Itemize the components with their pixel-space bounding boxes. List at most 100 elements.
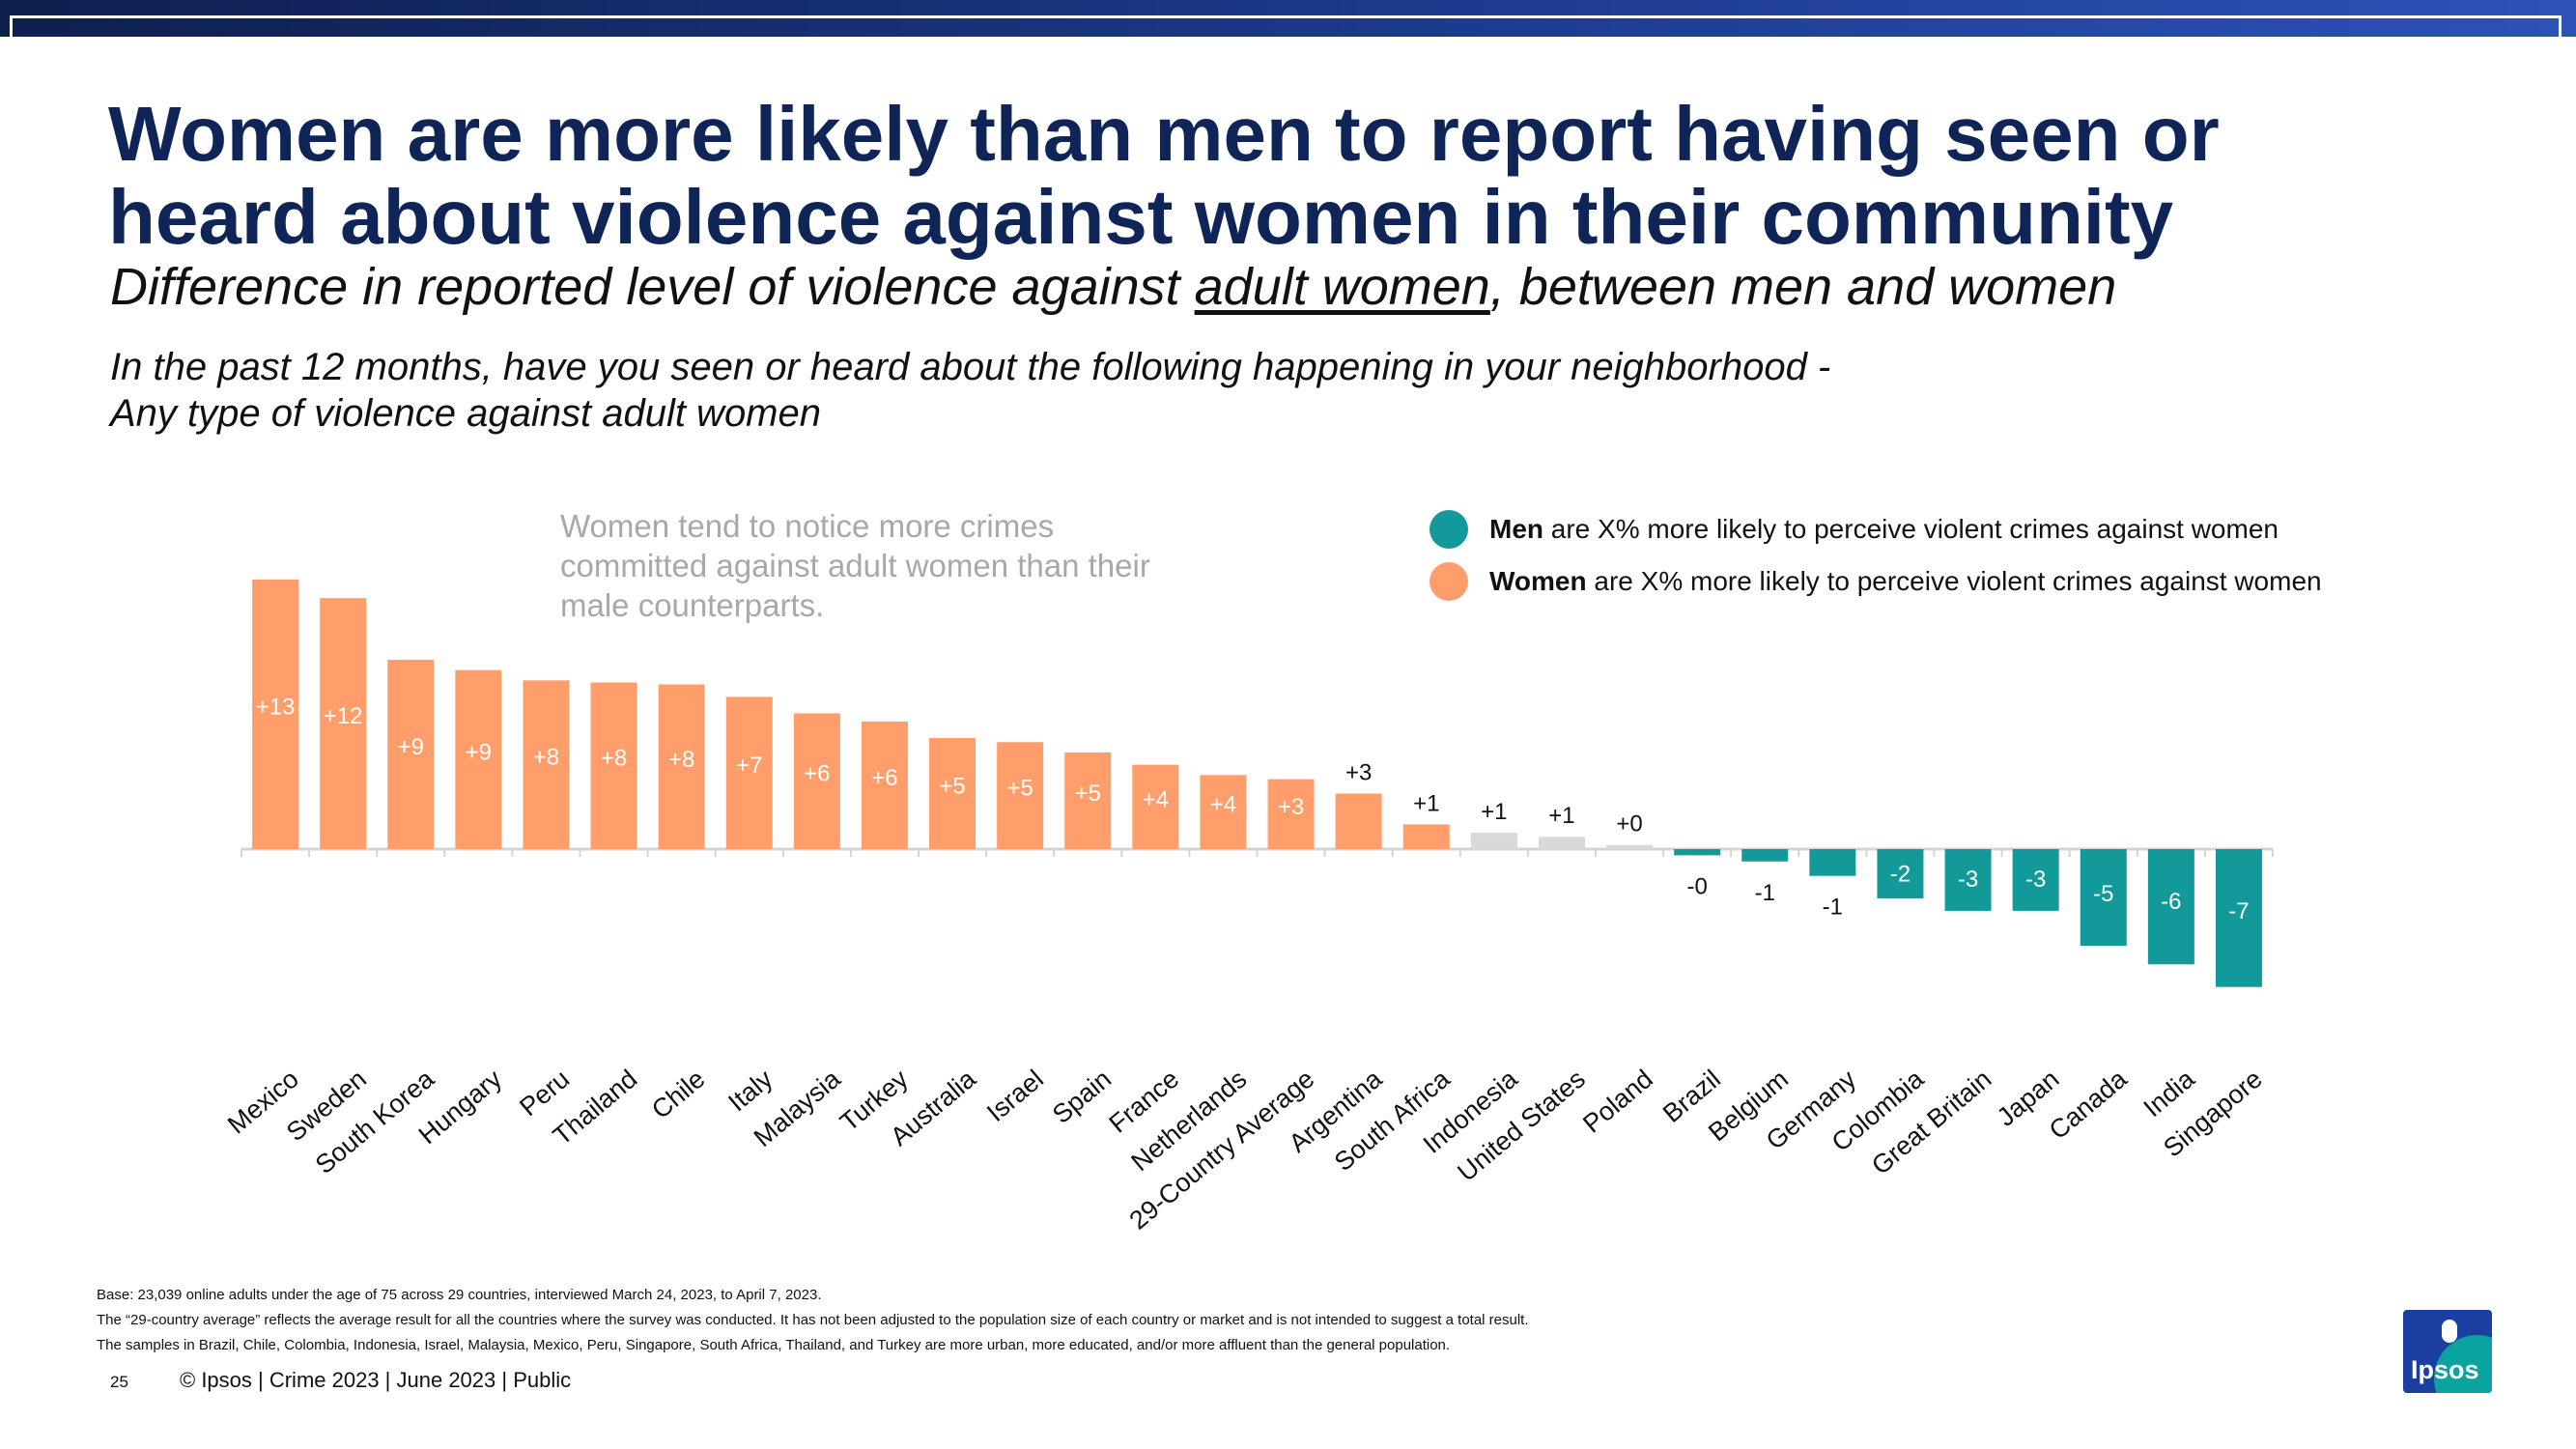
ipsos-logo: Ipsos <box>2403 1310 2492 1393</box>
top-banner-frame <box>10 15 2562 37</box>
data-label: -1 <box>1755 880 1775 906</box>
legend-dot-women <box>1430 562 1468 601</box>
legend-dot-men <box>1430 510 1468 549</box>
data-label: +4 <box>1143 786 1169 812</box>
bar-sweden <box>320 598 367 849</box>
title-line-1: Women are more likely than men to report… <box>108 91 2220 177</box>
slide-title: Women are more likely than men to report… <box>108 93 2426 259</box>
data-label: +9 <box>398 734 424 760</box>
category-label: Italy <box>722 1064 778 1117</box>
subtitle-underlined: adult women <box>1194 258 1490 316</box>
legend-text-men: Men are X% more likely to perceive viole… <box>1489 510 2279 549</box>
bar-south-korea <box>387 660 435 849</box>
data-label: -3 <box>1958 867 1978 893</box>
legend-text-women: Women are X% more likely to perceive vio… <box>1489 562 2322 601</box>
title-line-2: heard about violence against women in th… <box>108 174 2174 260</box>
bar-canada <box>2080 849 2127 947</box>
bar-thailand <box>590 682 637 849</box>
data-label: +1 <box>1413 790 1439 816</box>
data-label: +8 <box>533 745 559 771</box>
bar-colombia <box>1877 849 1924 899</box>
bar-netherlands <box>1200 775 1247 849</box>
page-number: 25 <box>110 1373 128 1391</box>
bar-australia <box>929 737 977 849</box>
bar-malaysia <box>793 713 840 849</box>
bar-japan <box>2012 849 2059 911</box>
footnote-average: The “29-country average” reflects the av… <box>97 1312 1529 1328</box>
bar-south-africa <box>1402 824 1450 849</box>
data-label: -5 <box>2093 881 2113 907</box>
legend-women-rest: are X% more likely to perceive violent c… <box>1586 566 2322 596</box>
data-label: +8 <box>668 747 694 773</box>
data-label: -3 <box>2025 867 2046 893</box>
data-label: -7 <box>2228 898 2249 924</box>
footer-text: © Ipsos | Crime 2023 | June 2023 | Publi… <box>180 1368 572 1392</box>
slide-subtitle: Difference in reported level of violence… <box>110 257 2116 317</box>
bar-indonesia <box>1470 832 1517 849</box>
bar-belgium <box>1741 849 1789 862</box>
subtitle-after: , between men and women <box>1489 258 2117 316</box>
top-banner <box>0 0 2576 37</box>
data-label: +4 <box>1210 792 1236 818</box>
bar-france <box>1132 764 1179 849</box>
data-label: +7 <box>736 753 762 779</box>
logo-mark <box>2442 1320 2457 1343</box>
bar-united-states <box>1538 837 1585 849</box>
bar-turkey <box>861 721 908 849</box>
category-label: Canada <box>2044 1064 2133 1145</box>
bar-mexico <box>252 579 299 849</box>
data-label: +3 <box>1278 794 1304 820</box>
data-label: +1 <box>1481 799 1507 825</box>
question-line-1: In the past 12 months, have you seen or … <box>110 346 1831 388</box>
note-line-3: male counterparts. <box>560 587 825 623</box>
bar-italy <box>725 696 773 849</box>
data-label: +5 <box>1006 776 1033 802</box>
slide-footer: 25 © Ipsos | Crime 2023 | June 2023 | Pub… <box>110 1368 571 1393</box>
data-label: +8 <box>601 746 627 772</box>
annotation-note: Women tend to notice more crimes committ… <box>560 506 1198 625</box>
category-label: Poland <box>1577 1065 1658 1139</box>
footnote-samples: The samples in Brazil, Chile, Colombia, … <box>97 1337 1451 1353</box>
data-label: -1 <box>1823 895 1843 921</box>
note-line-2: committed against adult women than their <box>560 548 1150 583</box>
footnotes: Base: 23,039 online adults under the age… <box>97 1283 1529 1358</box>
data-label: +6 <box>871 765 897 791</box>
bar-poland <box>1606 844 1654 849</box>
data-label: +3 <box>1345 759 1372 785</box>
bar-singapore <box>2215 849 2262 987</box>
data-label: +0 <box>1616 811 1642 838</box>
data-label: +1 <box>1548 803 1574 829</box>
footnote-base: Base: 23,039 online adults under the age… <box>97 1287 822 1303</box>
bar-brazil <box>1674 849 1721 856</box>
legend-women-bold: Women <box>1489 566 1587 596</box>
bar-argentina <box>1335 793 1382 849</box>
bar-peru <box>523 680 570 849</box>
subtitle-before: Difference in reported level of violence… <box>110 258 1195 316</box>
data-label: +6 <box>804 761 830 787</box>
logo-text: Ipsos <box>2411 1355 2479 1384</box>
data-label: -6 <box>2161 889 2181 915</box>
question-line-2: Any type of violence against adult women <box>110 392 821 435</box>
bar-hungary <box>455 669 502 849</box>
data-label: -0 <box>1686 873 1707 899</box>
data-label: -2 <box>1890 861 1911 887</box>
category-label: Chile <box>646 1065 710 1125</box>
data-label: +12 <box>324 703 363 729</box>
bar-germany <box>1809 849 1856 876</box>
data-label: +13 <box>256 694 296 720</box>
data-label: +5 <box>939 773 965 799</box>
survey-question: In the past 12 months, have you seen or … <box>110 344 1830 437</box>
category-label: Israel <box>981 1065 1049 1127</box>
legend-men-bold: Men <box>1489 514 1543 544</box>
data-label: +9 <box>466 739 492 765</box>
legend-men-rest: are X% more likely to perceive violent c… <box>1543 514 2279 544</box>
bar-india <box>2147 849 2194 965</box>
bar-great-britain <box>1944 849 1992 911</box>
bar-29-country-average <box>1267 779 1315 849</box>
bar-israel <box>997 742 1044 849</box>
note-line-1: Women tend to notice more crimes <box>560 508 1055 544</box>
bar-spain <box>1064 752 1112 849</box>
data-label: +5 <box>1075 781 1101 807</box>
bar-chile <box>658 684 705 849</box>
